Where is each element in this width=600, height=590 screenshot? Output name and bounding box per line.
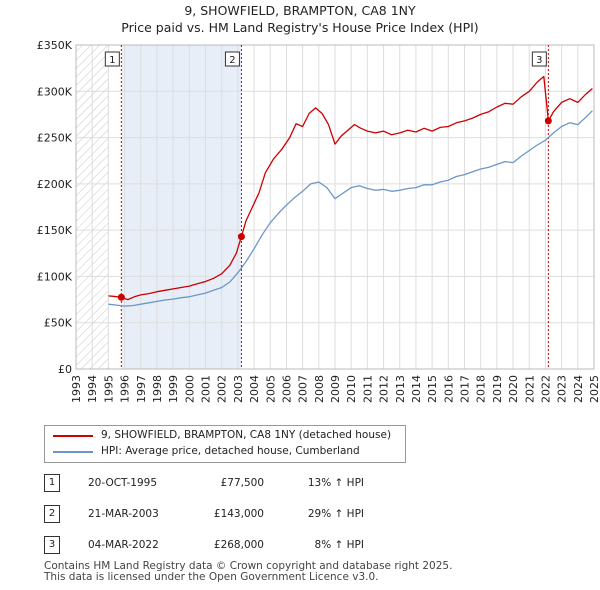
x-tick-label: 1998 [151,375,164,403]
x-tick-label: 2008 [313,375,326,403]
legend-swatch-hpi [53,451,93,453]
x-tick-label: 1997 [135,375,148,403]
shaded-region [121,45,242,369]
x-tick-label: 2003 [232,375,245,403]
x-tick-label: 2015 [426,375,439,403]
y-tick-label: £150K [37,224,73,237]
x-tick-label: 1993 [70,375,83,403]
x-tick-label: 2019 [491,375,504,403]
y-tick-label: £250K [37,132,73,145]
y-tick-label: £100K [37,270,73,283]
x-tick-label: 2002 [216,375,229,403]
sale-point [117,293,125,301]
legend-label-hpi: HPI: Average price, detached house, Cumb… [101,445,360,457]
x-tick-label: 2007 [297,375,310,403]
sale-number: 2 [44,505,60,523]
sale-price: £77,500 [220,477,264,489]
x-tick-label: 2009 [329,375,342,403]
y-tick-label: £350K [37,39,73,52]
footer-line-1: Contains HM Land Registry data © Crown c… [44,560,453,572]
x-tick-label: 2025 [588,375,600,403]
x-tick-label: 2011 [361,375,374,403]
legend-label-price: 9, SHOWFIELD, BRAMPTON, CA8 1NY (detache… [101,429,392,441]
sale-date: 21-MAR-2003 [88,508,159,520]
sale-price: £143,000 [213,508,264,520]
sale-point [544,117,552,125]
x-tick-label: 2012 [378,375,391,403]
sale-date: 04-MAR-2022 [88,539,159,551]
sale-price: £268,000 [213,539,264,551]
price-line [108,75,593,301]
table-row: 1 20-OCT-1995 £77,500 13% ↑ HPI [44,474,564,492]
chart-subtitle: Price paid vs. HM Land Registry's House … [121,20,479,35]
sale-hpi-diff: 13% ↑ HPI [307,477,364,489]
x-tick-label: 2005 [264,375,277,403]
x-tick-label: 2013 [394,375,407,403]
x-tick-label: 2023 [556,375,569,403]
x-tick-label: 2022 [539,375,552,403]
x-tick-label: 2021 [523,375,536,403]
price-chart: £0 £50K £100K £150K £200K £250K £300K £350K 1993… [37,39,600,403]
sale-label-box [104,51,120,67]
x-tick-label: 1999 [167,375,180,403]
footer-line-2: This data is licensed under the Open Gov… [44,571,379,583]
x-tick-label: 2000 [183,375,196,403]
sale-number: 3 [44,536,60,554]
table-row: 2 21-MAR-2003 £143,000 29% ↑ HPI [44,505,564,523]
sale-date: 20-OCT-1995 [88,477,157,489]
sale-point [237,233,245,241]
x-tick-label: 2006 [280,375,293,403]
x-tick-label: 1995 [102,375,115,403]
y-tick-label: £50K [44,317,73,330]
x-tick-label: 2024 [572,375,585,403]
sale-label-number: 2 [229,55,235,66]
legend: 9, SHOWFIELD, BRAMPTON, CA8 1NY (detache… [44,425,406,463]
sale-label-number: 3 [536,55,542,66]
plot-border [75,44,595,370]
y-tick-label: £0 [58,363,72,376]
x-tick-label: 2016 [442,375,455,403]
x-tick-label: 2001 [200,375,213,403]
x-tick-label: 2018 [475,375,488,403]
legend-swatch-price [53,435,93,437]
sale-label-box [531,51,547,67]
sale-label-box [224,51,240,67]
chart-title: 9, SHOWFIELD, BRAMPTON, CA8 1NY [184,3,416,18]
sale-hpi-diff: 8% ↑ HPI [314,539,364,551]
table-row: 3 04-MAR-2022 £268,000 8% ↑ HPI [44,536,564,554]
x-tick-label: 2004 [248,375,261,403]
footer: Contains HM Land Registry data © Crown c… [44,561,452,583]
sale-number: 1 [44,474,60,492]
sale-hpi-diff: 29% ↑ HPI [307,508,364,520]
x-tick-label: 1994 [86,375,99,403]
sale-label-number: 1 [109,55,115,66]
hpi-line [108,110,593,307]
x-tick-label: 1996 [119,375,132,403]
x-tick-label: 2020 [507,375,520,403]
x-tick-label: 2017 [459,375,472,403]
x-tick-label: 2010 [345,375,358,403]
y-tick-label: £300K [37,85,73,98]
y-tick-label: £200K [37,178,73,191]
x-tick-label: 2014 [410,375,423,403]
